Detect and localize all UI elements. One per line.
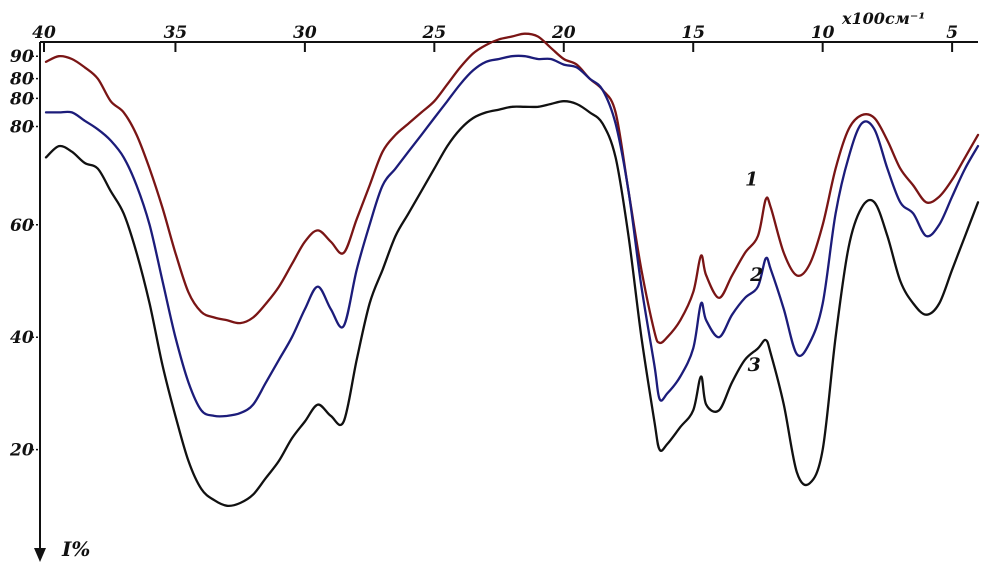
curve-label-2: 2 — [749, 264, 763, 286]
curve-labels: 1 2 3 — [745, 168, 763, 375]
x-tick-label: 20 — [551, 23, 576, 43]
x-tick-label: 30 — [293, 23, 317, 43]
y-tick-label: 80 — [9, 117, 34, 137]
y-tick-label: 20 — [9, 441, 34, 461]
y-tick-label: 80 — [9, 70, 34, 90]
x-unit-label: x100см⁻¹ — [841, 9, 925, 28]
y-axis-label: I% — [61, 537, 90, 561]
y-axis-arrow-icon — [34, 548, 46, 562]
y-tick-label: 80 — [9, 89, 34, 109]
x-tick-label: 5 — [946, 23, 958, 43]
x-tick-label: 10 — [811, 23, 835, 43]
curve-label-3: 3 — [748, 354, 761, 376]
x-tick-label: 40 — [32, 23, 56, 43]
series-line-2 — [44, 54, 980, 418]
series-line-1 — [44, 32, 980, 345]
y-tick-label: 40 — [10, 328, 34, 348]
series-layer — [44, 32, 980, 508]
series-line-3 — [44, 100, 980, 508]
curve-label-1: 1 — [745, 168, 758, 190]
x-tick-label: 15 — [681, 23, 705, 43]
x-tick-label: 25 — [421, 23, 446, 43]
y-tick-label: 60 — [10, 216, 34, 236]
x-tick-label: 35 — [164, 23, 188, 43]
y-tick-label: 90 — [10, 47, 34, 67]
top-x-axis: 40 35 30 25 20 15 10 5 x100см⁻¹ — [32, 9, 978, 52]
